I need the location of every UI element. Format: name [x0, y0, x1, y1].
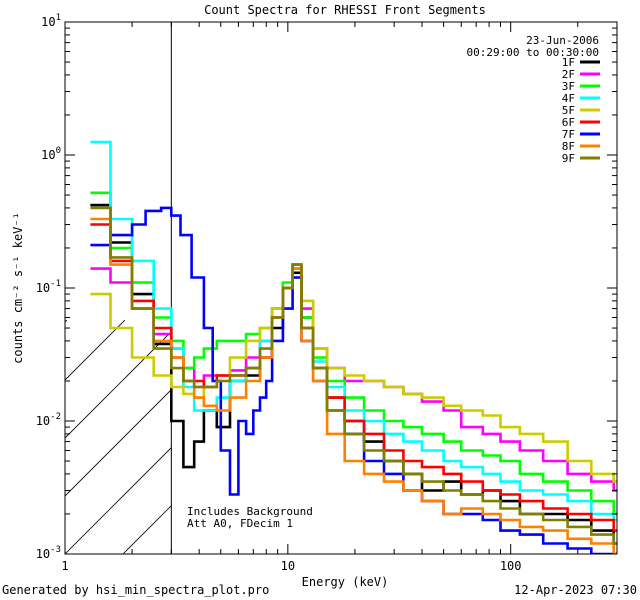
- hatch-line: [65, 331, 172, 439]
- y-tick-label: 10-3: [36, 545, 61, 561]
- legend-label-4F: 4F: [562, 92, 575, 105]
- info-time-range: 00:29:00 to 00:30:00: [467, 46, 599, 59]
- footer-generated-by: Generated by hsi_min_spectra_plot.pro: [2, 583, 269, 597]
- hatch-line: [0, 320, 9, 554]
- legend-label-5F: 5F: [562, 104, 575, 117]
- series-line-3F: [90, 191, 617, 516]
- y-axis-title: counts cm⁻² s⁻¹ keV⁻¹: [11, 212, 25, 364]
- attenuator-hatch-region: [0, 319, 172, 554]
- hatch-line: [65, 389, 172, 497]
- hatch-line: [122, 505, 172, 554]
- legend-label-1F: 1F: [562, 56, 575, 69]
- series-line-7F: [90, 206, 617, 554]
- info-background: Includes Background: [187, 505, 313, 518]
- hatch-line: [65, 447, 172, 554]
- chart-title: Count Spectra for RHESSI Front Segments: [204, 3, 486, 17]
- legend-label-9F: 9F: [562, 152, 575, 165]
- x-tick-label: 10: [281, 559, 295, 573]
- hatch-line: [65, 319, 126, 381]
- series-line-4F: [90, 140, 617, 522]
- series-line-9F: [90, 206, 617, 545]
- legend-label-2F: 2F: [562, 68, 575, 81]
- series-group: [90, 22, 617, 554]
- legend-label-7F: 7F: [562, 128, 575, 141]
- series-line-6F: [90, 223, 617, 532]
- y-tick-label: 10-2: [36, 412, 61, 428]
- legend-label-6F: 6F: [562, 116, 575, 129]
- legend-label-8F: 8F: [562, 140, 575, 153]
- series-line-2F: [90, 267, 617, 492]
- y-tick-label: 10-1: [36, 279, 61, 295]
- y-tick-label: 101: [41, 13, 61, 29]
- x-tick-label: 1: [61, 559, 68, 573]
- info-date: 23-Jun-2006: [526, 34, 599, 47]
- series-line-5F: [90, 276, 617, 483]
- x-axis-title: Energy (keV): [302, 575, 389, 589]
- info-attenuator: Att A0, FDecim 1: [187, 517, 293, 530]
- footer-timestamp: 12-Apr-2023 07:30: [514, 583, 637, 597]
- axis-group: 1 10 100 10-3 10-2 10-1 100 101: [36, 13, 618, 573]
- x-tick-label: 100: [500, 559, 522, 573]
- legend-label-3F: 3F: [562, 80, 575, 93]
- series-line-8F: [90, 217, 617, 554]
- y-tick-label: 100: [41, 146, 61, 162]
